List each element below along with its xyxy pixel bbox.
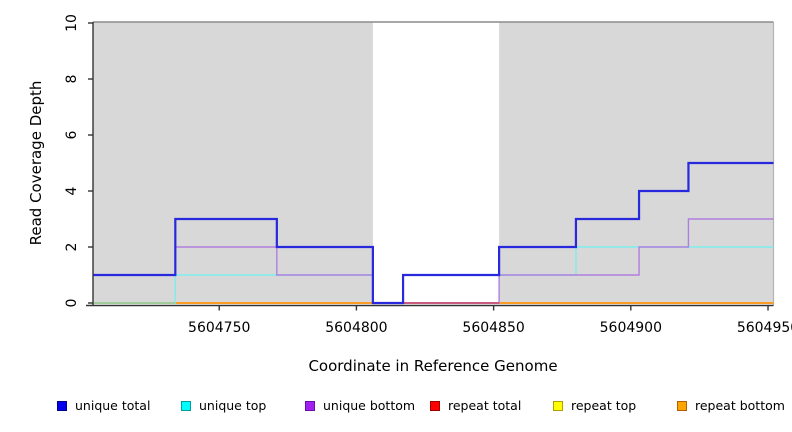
legend-swatch-icon — [677, 401, 687, 411]
x-tick-label: 5604850 — [462, 320, 525, 336]
legend-item-repeat-top: repeat top — [553, 398, 637, 413]
legend-item-repeat-total: repeat total — [430, 398, 522, 413]
x-tick-label: 5604800 — [325, 320, 388, 336]
y-tick-label: 10 — [64, 14, 80, 32]
legend-swatch-icon — [181, 401, 191, 411]
legend-label: unique total — [75, 398, 151, 413]
x-axis-title: Coordinate in Reference Genome — [308, 357, 558, 375]
legend-label: repeat bottom — [695, 398, 785, 413]
y-tick-label: 4 — [64, 186, 80, 196]
legend-swatch-icon — [57, 401, 67, 411]
legend-label: unique bottom — [323, 398, 416, 413]
legend-label: repeat top — [571, 398, 637, 413]
legend-item-unique-total: unique total — [57, 398, 151, 413]
legend-label: unique top — [199, 398, 267, 413]
legend-item-unique-top: unique top — [181, 398, 267, 413]
y-tick-label: 8 — [64, 74, 80, 84]
legend-item-unique-bottom: unique bottom — [305, 398, 416, 413]
legend-swatch-icon — [553, 401, 563, 411]
shaded-region — [93, 22, 373, 304]
series-line-unique-total — [93, 161, 774, 305]
y-axis-title: Read Coverage Depth — [27, 80, 45, 246]
legend-swatch-icon — [305, 401, 315, 411]
legend-swatch-icon — [430, 401, 440, 411]
legend-item-repeat-bottom: repeat bottom — [677, 398, 785, 413]
legend-label: repeat total — [448, 398, 522, 413]
y-tick-label: 0 — [64, 298, 80, 308]
y-tick-label: 2 — [64, 242, 80, 252]
y-tick-label: 6 — [64, 130, 80, 140]
x-tick-label: 5604900 — [599, 320, 662, 336]
x-tick-label: 5604750 — [188, 320, 251, 336]
